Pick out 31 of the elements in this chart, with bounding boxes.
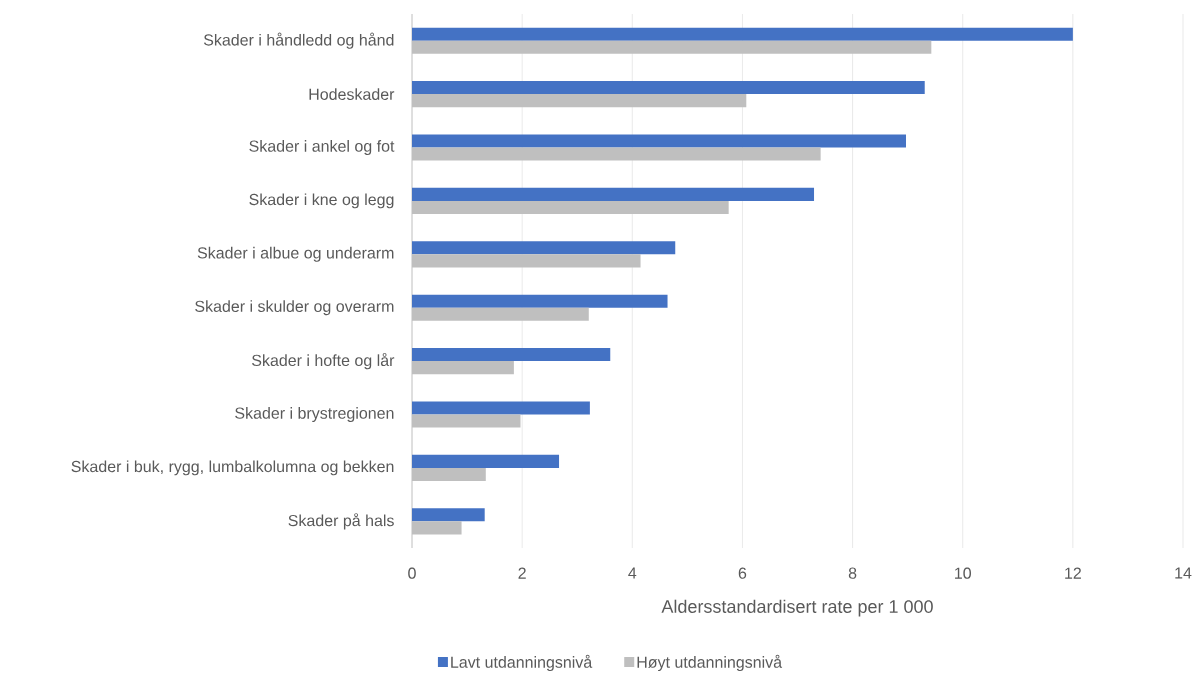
y-tick-label: Skader på hals (288, 513, 394, 530)
x-tick-label: 12 (1065, 567, 1081, 579)
y-tick-label: Skader i håndledd og hånd (203, 32, 394, 49)
y-tick-label: Skader i brystregionen (235, 407, 394, 422)
y-tick-label: Hodeskader (309, 88, 395, 100)
x-axis-title: Aldersstandardisert rate per 1 000 (661, 599, 933, 617)
y-tick-label: Skader i ankel og fot (249, 140, 395, 155)
bar (412, 454, 560, 468)
legend-label: Lavt utdanningsnivå (451, 654, 593, 672)
x-tick-label: 6 (738, 567, 747, 579)
y-tick-label: Skader i kne og legg (249, 193, 394, 209)
bar (412, 241, 676, 255)
bar (412, 134, 906, 148)
x-tick-label: 8 (848, 567, 857, 579)
y-tick-label: Skader i hofte og lår (252, 352, 395, 370)
legend-label: Høyt utdanningsnivå (637, 654, 783, 672)
bar (412, 348, 611, 362)
x-tick-label: 2 (518, 567, 526, 579)
x-tick-label: 4 (628, 567, 637, 579)
bar (412, 27, 1073, 41)
y-tick-label: Skader i skulder og overarm (195, 300, 394, 316)
x-tick-label: 10 (955, 567, 971, 579)
x-tick-label: 14 (1175, 567, 1192, 579)
bar (412, 401, 590, 415)
y-tick-label: Skader i buk, rygg, lumbalkolumna og bekken (71, 460, 394, 476)
bar (412, 81, 925, 95)
x-tick-label: 0 (408, 567, 416, 579)
bar (412, 294, 668, 308)
y-tick-label: Skader i albue og underarm (197, 246, 394, 262)
bar (412, 187, 815, 201)
bar (412, 508, 485, 522)
